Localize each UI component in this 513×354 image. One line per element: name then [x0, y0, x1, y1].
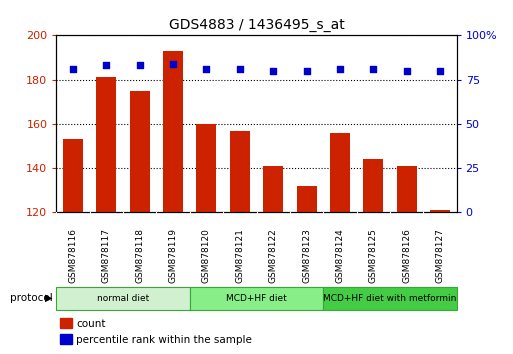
Bar: [263, 166, 283, 212]
Point: [369, 66, 377, 72]
Bar: [56, 287, 190, 310]
Title: GDS4883 / 1436495_s_at: GDS4883 / 1436495_s_at: [169, 18, 344, 32]
Text: GSM878127: GSM878127: [436, 228, 444, 283]
Point: [436, 68, 444, 74]
Bar: [96, 78, 116, 212]
Point: [235, 66, 244, 72]
Bar: [230, 131, 250, 212]
Text: count: count: [76, 319, 106, 329]
Point: [135, 63, 144, 68]
Bar: [397, 166, 417, 212]
Bar: [363, 159, 383, 212]
Text: MCD+HF diet with metformin: MCD+HF diet with metformin: [323, 294, 457, 303]
Bar: [323, 287, 457, 310]
Text: GSM878117: GSM878117: [102, 228, 111, 283]
Bar: [430, 210, 450, 212]
Text: GSM878120: GSM878120: [202, 228, 211, 283]
Text: normal diet: normal diet: [97, 294, 149, 303]
Bar: [63, 139, 83, 212]
Text: GSM878123: GSM878123: [302, 228, 311, 283]
Point: [202, 66, 210, 72]
Bar: [196, 124, 216, 212]
Text: GSM878121: GSM878121: [235, 228, 244, 283]
Point: [269, 68, 277, 74]
Bar: [190, 287, 323, 310]
Text: GSM878118: GSM878118: [135, 228, 144, 283]
Text: percentile rank within the sample: percentile rank within the sample: [76, 335, 252, 345]
Text: GSM878119: GSM878119: [169, 228, 177, 283]
Point: [169, 61, 177, 67]
Bar: [297, 186, 317, 212]
Text: GSM878125: GSM878125: [369, 228, 378, 283]
Bar: [61, 334, 72, 344]
Point: [402, 68, 410, 74]
Bar: [330, 133, 350, 212]
Bar: [61, 318, 72, 328]
Bar: [130, 91, 150, 212]
Text: GSM878116: GSM878116: [69, 228, 77, 283]
Text: ▶: ▶: [45, 293, 52, 303]
Text: GSM878124: GSM878124: [336, 228, 344, 283]
Point: [102, 63, 110, 68]
Point: [336, 66, 344, 72]
Point: [69, 66, 77, 72]
Bar: [163, 51, 183, 212]
Text: protocol: protocol: [10, 293, 53, 303]
Text: GSM878122: GSM878122: [269, 228, 278, 283]
Text: MCD+HF diet: MCD+HF diet: [226, 294, 287, 303]
Point: [302, 68, 310, 74]
Text: GSM878126: GSM878126: [402, 228, 411, 283]
